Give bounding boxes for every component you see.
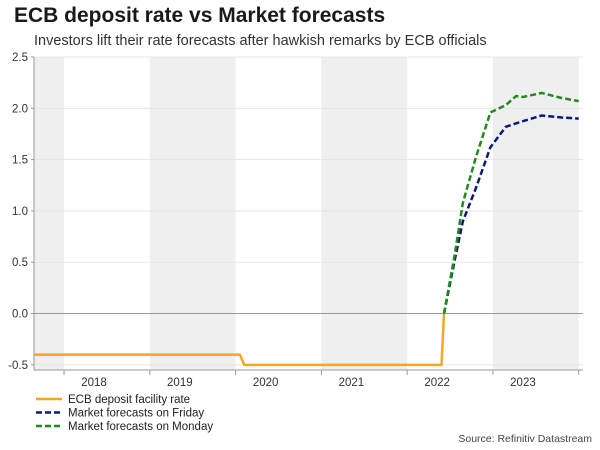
source-note: Source: Refinitiv Datastream bbox=[458, 433, 592, 445]
x-tick-label: 2019 bbox=[167, 377, 193, 389]
chart-subtitle: Investors lift their rate forecasts afte… bbox=[34, 33, 487, 49]
y-tick-label: -0.5 bbox=[8, 360, 28, 372]
shaded-year-band bbox=[149, 57, 236, 370]
legend-label: ECB deposit facility rate bbox=[68, 394, 190, 406]
series-line-0 bbox=[34, 313, 446, 367]
y-tick-label: 1.5 bbox=[12, 155, 28, 167]
x-tick-label: 2018 bbox=[81, 377, 107, 389]
x-tick-label: 2023 bbox=[510, 377, 536, 389]
legend-label: Market forecasts on Friday bbox=[68, 408, 204, 420]
y-tick-label: 0.0 bbox=[12, 309, 28, 321]
chart-title: ECB deposit rate vs Market forecasts bbox=[14, 4, 386, 27]
series-line-1 bbox=[442, 114, 579, 314]
legend-label: Market forecasts on Monday bbox=[68, 421, 213, 433]
y-tick-label: 1.0 bbox=[12, 206, 28, 218]
y-tick-label: 2.0 bbox=[12, 103, 28, 115]
y-tick-label: 2.5 bbox=[12, 52, 28, 64]
y-tick-label: 0.5 bbox=[12, 257, 28, 269]
shaded-year-band bbox=[321, 57, 408, 370]
series-line-2 bbox=[442, 91, 579, 314]
shaded-year-band bbox=[492, 57, 579, 370]
x-tick-label: 2021 bbox=[339, 377, 365, 389]
x-tick-label: 2020 bbox=[253, 377, 279, 389]
x-tick-label: 2022 bbox=[424, 377, 450, 389]
shaded-year-band bbox=[34, 57, 65, 370]
